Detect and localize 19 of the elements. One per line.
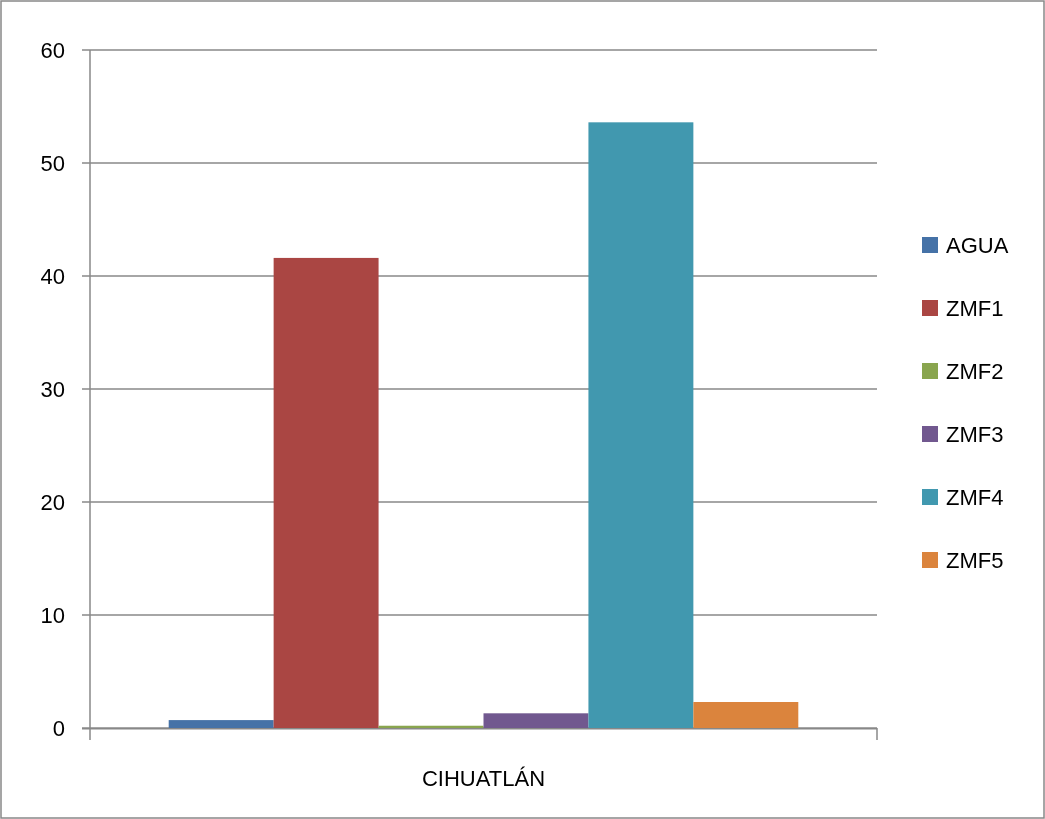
y-tick-label: 60 [40,37,65,63]
y-tick-label: 0 [52,715,65,741]
bar [273,257,379,728]
x-tick-label: CIHUATLÁN [421,766,546,791]
bar [588,122,694,728]
y-tick-label: 50 [40,150,65,176]
legend-label: ZMF4 [946,484,1004,510]
legend-label: AGUA [946,232,1009,258]
legend-label: ZMF2 [946,358,1004,384]
bar [693,702,799,728]
bar [483,713,589,728]
legend-label: ZMF1 [946,295,1004,321]
y-tick-label: 40 [40,263,65,289]
y-tick-label: 30 [40,376,65,402]
legend-label: ZMF5 [946,547,1004,573]
y-tick-label: 20 [40,489,65,515]
bar [168,720,274,728]
y-tick-label: 10 [40,602,65,628]
legend-label: ZMF3 [946,421,1004,447]
